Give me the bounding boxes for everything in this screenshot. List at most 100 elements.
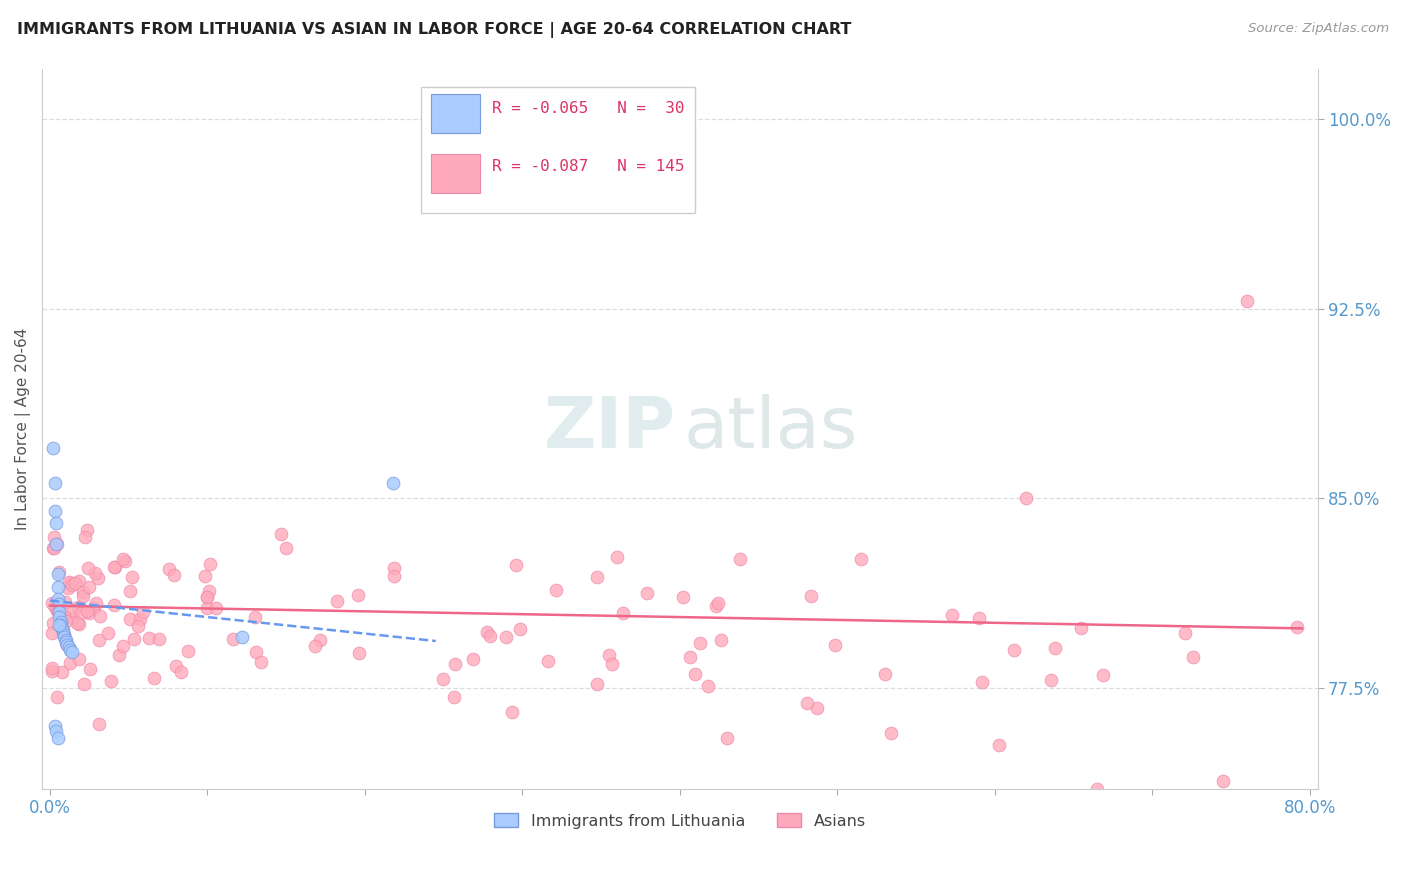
Point: [606, 549, 628, 564]
Point: [1174, 625, 1197, 640]
Point: [245, 645, 267, 659]
Point: [1039, 673, 1062, 688]
Point: [67, 574, 90, 588]
Point: [270, 526, 292, 541]
Point: [250, 655, 273, 669]
Point: [704, 599, 727, 614]
Point: [1043, 640, 1066, 655]
Point: [76, 561, 98, 575]
Point: [824, 638, 846, 652]
Point: [1236, 294, 1258, 309]
Point: [198, 584, 221, 599]
Point: [195, 591, 218, 605]
Point: [509, 622, 531, 636]
Point: [49, 620, 72, 634]
Point: [309, 633, 332, 648]
Point: [89, 608, 111, 623]
Point: [84, 596, 107, 610]
Point: [46, 690, 69, 705]
Point: [111, 552, 134, 566]
Point: [45, 723, 67, 738]
Point: [222, 632, 245, 647]
Point: [163, 568, 186, 582]
Point: [86, 571, 108, 585]
Point: [55, 614, 77, 628]
Point: [806, 701, 828, 715]
Point: [53, 595, 76, 609]
Point: [689, 636, 711, 650]
Point: [129, 612, 152, 626]
Text: Source: ZipAtlas.com: Source: ZipAtlas.com: [1249, 22, 1389, 36]
Point: [710, 632, 733, 647]
Text: ZIP: ZIP: [544, 394, 676, 463]
Point: [48, 565, 70, 579]
Point: [52, 625, 75, 640]
Point: [346, 588, 368, 602]
Point: [76, 523, 98, 537]
Point: [79, 662, 101, 676]
Point: [83, 600, 105, 615]
Point: [177, 644, 200, 658]
Point: [103, 598, 125, 612]
Point: [114, 554, 136, 568]
Point: [118, 583, 141, 598]
Point: [194, 569, 217, 583]
Point: [1085, 781, 1108, 796]
Point: [231, 630, 253, 644]
Point: [730, 552, 752, 566]
Point: [382, 476, 405, 491]
Point: [1070, 621, 1092, 635]
Point: [672, 590, 695, 604]
Point: [501, 705, 523, 719]
Point: [60, 645, 83, 659]
Point: [941, 608, 963, 623]
Point: [77, 580, 100, 594]
Point: [59, 656, 82, 670]
Point: [59, 643, 82, 657]
Point: [475, 624, 498, 639]
Point: [46, 580, 69, 594]
Point: [48, 598, 70, 612]
Point: [62, 611, 84, 625]
Point: [685, 667, 707, 681]
Point: [138, 632, 160, 646]
Point: [1212, 774, 1234, 789]
Point: [41, 625, 63, 640]
Point: [197, 600, 219, 615]
Point: [60, 578, 83, 592]
Point: [304, 639, 326, 653]
Point: [53, 628, 76, 642]
Point: [72, 589, 94, 603]
Point: [148, 632, 170, 646]
Point: [170, 665, 193, 679]
Point: [53, 609, 76, 624]
Point: [602, 657, 624, 672]
Point: [46, 731, 69, 746]
Text: R = -0.065   N =  30: R = -0.065 N = 30: [492, 101, 685, 116]
Point: [79, 606, 101, 620]
Point: [48, 618, 70, 632]
Point: [44, 504, 66, 518]
Point: [41, 541, 63, 555]
Point: [72, 585, 94, 599]
Point: [1181, 650, 1204, 665]
Point: [55, 632, 77, 647]
Point: [73, 677, 96, 691]
Point: [537, 654, 560, 668]
Point: [42, 616, 65, 631]
Point: [76, 603, 98, 617]
Point: [56, 581, 79, 595]
FancyBboxPatch shape: [432, 153, 479, 194]
Point: [46, 592, 69, 607]
Point: [707, 596, 730, 610]
Point: [42, 441, 65, 455]
FancyBboxPatch shape: [420, 87, 695, 212]
Point: [875, 666, 897, 681]
Point: [66, 616, 89, 631]
Point: [505, 558, 527, 572]
Point: [121, 570, 143, 584]
Point: [1002, 642, 1025, 657]
Point: [49, 615, 72, 629]
Point: [44, 599, 66, 613]
Point: [1092, 668, 1115, 682]
